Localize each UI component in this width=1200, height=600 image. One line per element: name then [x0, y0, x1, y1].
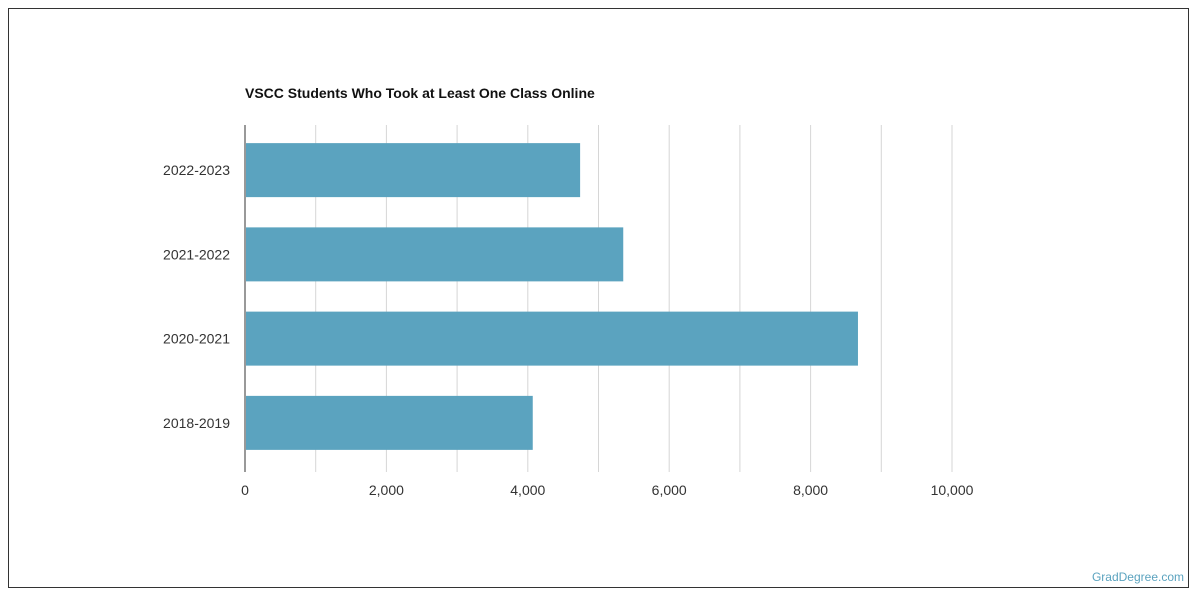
x-tick-label: 4,000 [510, 482, 545, 498]
x-tick-label: 2,000 [369, 482, 404, 498]
bar-2022-2023[interactable] [246, 143, 581, 198]
category-labels: 2022-2023 2021-2022 2020-2021 2018-2019 [163, 162, 230, 431]
x-tick-labels: 0 2,000 4,000 6,000 8,000 10,000 [241, 482, 974, 498]
category-label: 2021-2022 [163, 246, 230, 262]
x-tick-label: 8,000 [793, 482, 828, 498]
bar-2020-2021[interactable] [246, 311, 858, 366]
chart-title: VSCC Students Who Took at Least One Clas… [245, 85, 595, 101]
x-tick-label: 6,000 [652, 482, 687, 498]
category-label: 2020-2021 [163, 331, 230, 347]
source-label[interactable]: GradDegree.com [1091, 570, 1184, 584]
bars [246, 143, 858, 450]
bar-2018-2019[interactable] [246, 395, 533, 450]
category-label: 2022-2023 [163, 162, 230, 178]
bar-2021-2022[interactable] [246, 227, 624, 282]
x-tick-label: 10,000 [931, 482, 974, 498]
category-label: 2018-2019 [163, 415, 230, 431]
x-tick-label: 0 [241, 482, 249, 498]
